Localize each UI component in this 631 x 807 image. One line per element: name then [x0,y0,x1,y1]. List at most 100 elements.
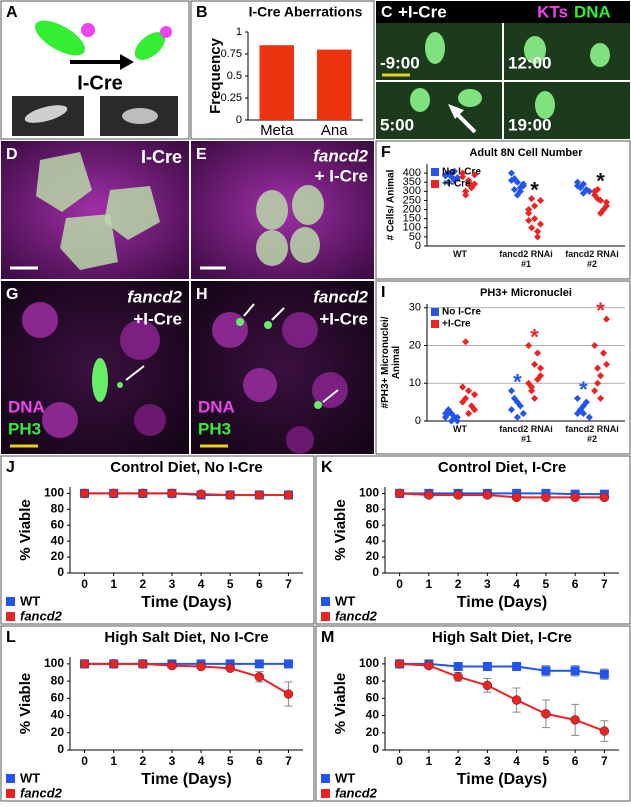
y-axis-label: #PH3+ Micronuclei/ [380,316,391,408]
kinetochore [81,23,95,37]
cell [425,32,445,64]
significance-mark: * [530,324,539,349]
x-tick-label: 1 [426,577,433,591]
panel-letter: M [321,629,334,646]
stain-label: PH3 [8,419,41,438]
y-tick-label: 0 [57,742,64,756]
data-point [196,489,206,499]
data-point [453,490,463,500]
legend-swatch [431,168,439,176]
data-point [225,490,235,500]
data-point [465,387,473,395]
panel-letter: C [381,4,393,21]
panel-letter: B [196,4,208,21]
nucleus [286,426,314,454]
data-point [511,492,522,503]
data-point [513,413,521,421]
data-point [541,666,551,676]
micronucleus [236,318,244,326]
data-point [525,209,533,217]
stain-label: DNA [8,397,45,416]
x-tick-label-box: WT [453,424,467,434]
stain-label: PH3 [198,419,231,438]
data-point [600,349,608,357]
panel-letter: H [196,286,208,303]
x-tick-label: 4 [513,577,520,591]
data-point [570,666,580,676]
data-point [536,196,545,204]
data-point [602,198,611,206]
chart-title: High Salt Diet, I-Cre [432,629,572,646]
nucleus [243,368,277,402]
panel-letter: F [381,144,391,161]
x-tick-label-box: fancd2 RNAi #2 [565,249,619,269]
label: +I-Cre [319,309,368,328]
bar [317,49,352,120]
x-tick-label-box: WT [453,249,467,259]
panel-d: D I-Cre [1,141,189,279]
panel-bg [375,280,631,455]
data-point [453,174,461,182]
y-tick-label: 60 [51,691,65,705]
data-point [576,184,584,192]
y-axis-label: % Viable [17,673,34,734]
data-point [447,417,455,425]
data-point [599,726,610,736]
data-point [459,383,467,391]
significance-mark: * [513,370,522,395]
data-point [597,372,605,380]
y-tick-label: 100 [359,656,379,670]
legend-swatch [321,612,330,621]
x-tick-label: 7 [285,754,292,768]
nucleus [42,402,78,438]
data-point [573,394,582,402]
y-tick-label: 40 [51,533,65,547]
chart-title: I-Cre Aberrations [249,4,363,20]
y-tick-label: 400 [403,167,421,179]
series-line [399,662,605,676]
data-point [462,338,470,346]
y-tick-label: 0 [236,114,242,126]
y-axis-label: # Cells/ Animal [386,169,397,240]
y-tick-label: 100 [403,222,421,234]
data-point [394,659,405,669]
data-point [79,659,90,669]
x-axis-label: Time (Days) [141,594,231,611]
label: fancd2 [313,287,368,306]
time-label: -9:00 [380,53,420,72]
x-tick-label: 1 [426,754,433,768]
x-tick-label: Ana [321,122,348,139]
legend-label: WT [20,770,40,785]
x-tick-label: 3 [169,577,176,591]
cell [410,88,430,112]
data-point [138,659,148,669]
data-point [424,660,434,671]
data-point [579,409,587,417]
data-point [525,216,533,225]
y-tick-label: 100 [44,656,64,670]
data-point [196,661,206,672]
x-tick-label: 7 [285,577,292,591]
data-point [482,490,493,500]
x-tick-label: 1 [110,754,117,768]
y-tick-label: 0 [415,240,421,252]
micronucleus [264,321,272,329]
y-tick-label: 0 [57,565,64,579]
data-point [591,387,599,395]
legend-swatch [431,320,439,328]
data-point [444,178,452,186]
kinetochore [160,26,172,38]
x-tick-label: 0 [81,754,88,768]
data-point [594,364,602,372]
data-point [513,191,521,199]
data-point [138,488,148,499]
significance-mark: * [579,377,588,402]
y-tick-label: 0.5 [227,70,242,82]
x-tick-label: 0 [81,577,88,591]
data-point [444,409,452,417]
legend-label: +I-Cre [442,319,471,330]
y-tick-label: 0 [372,742,379,756]
panel-bg [0,625,315,802]
data-point [283,689,294,699]
